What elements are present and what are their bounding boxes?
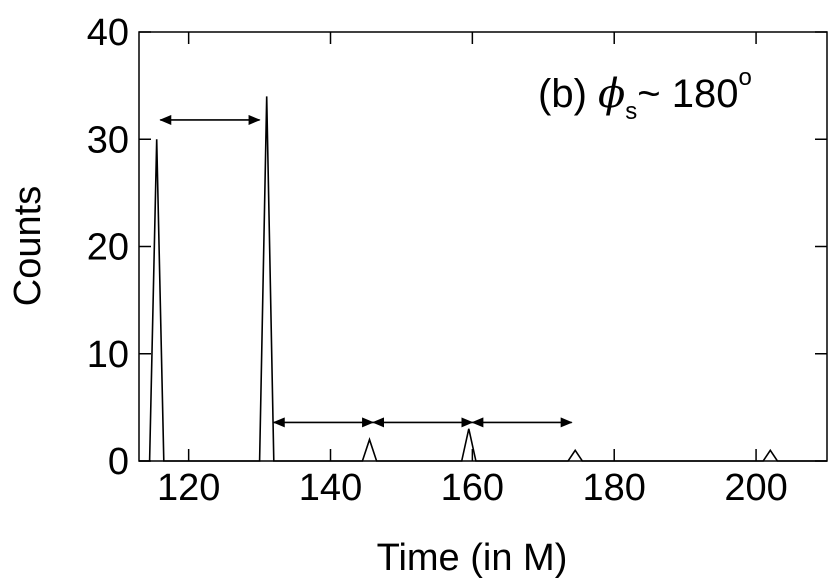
chart-annotation: (b) ϕs~ 180o xyxy=(538,64,752,125)
y-tick-label: 10 xyxy=(87,334,129,376)
annotation-symbol: ϕ xyxy=(598,71,625,117)
y-tick-label: 30 xyxy=(87,119,129,161)
series-group xyxy=(139,96,827,462)
x-tick-label: 120 xyxy=(157,467,220,509)
series-line xyxy=(139,96,827,462)
x-tick-label: 180 xyxy=(583,467,646,509)
annotation-suffix: ~ 180 xyxy=(637,72,738,116)
y-axis-title: Counts xyxy=(7,186,49,306)
x-tick-label: 200 xyxy=(724,467,787,509)
x-tick-label: 140 xyxy=(299,467,362,509)
annotation-subscript: s xyxy=(625,98,637,125)
y-tick-label: 0 xyxy=(108,441,129,483)
arrows-group xyxy=(159,114,573,428)
y-axis-ticks: 0 10 20 30 40 xyxy=(87,12,827,483)
x-tick-label: 160 xyxy=(441,467,504,509)
y-tick-label: 20 xyxy=(87,227,129,269)
x-axis-title: Time (in M) xyxy=(377,537,568,579)
annotation-superscript: o xyxy=(738,64,751,91)
annotation-prefix: (b) xyxy=(538,72,598,116)
x-axis-ticks: 120 140 160 180 200 xyxy=(157,32,788,509)
y-tick-label: 40 xyxy=(87,12,129,54)
